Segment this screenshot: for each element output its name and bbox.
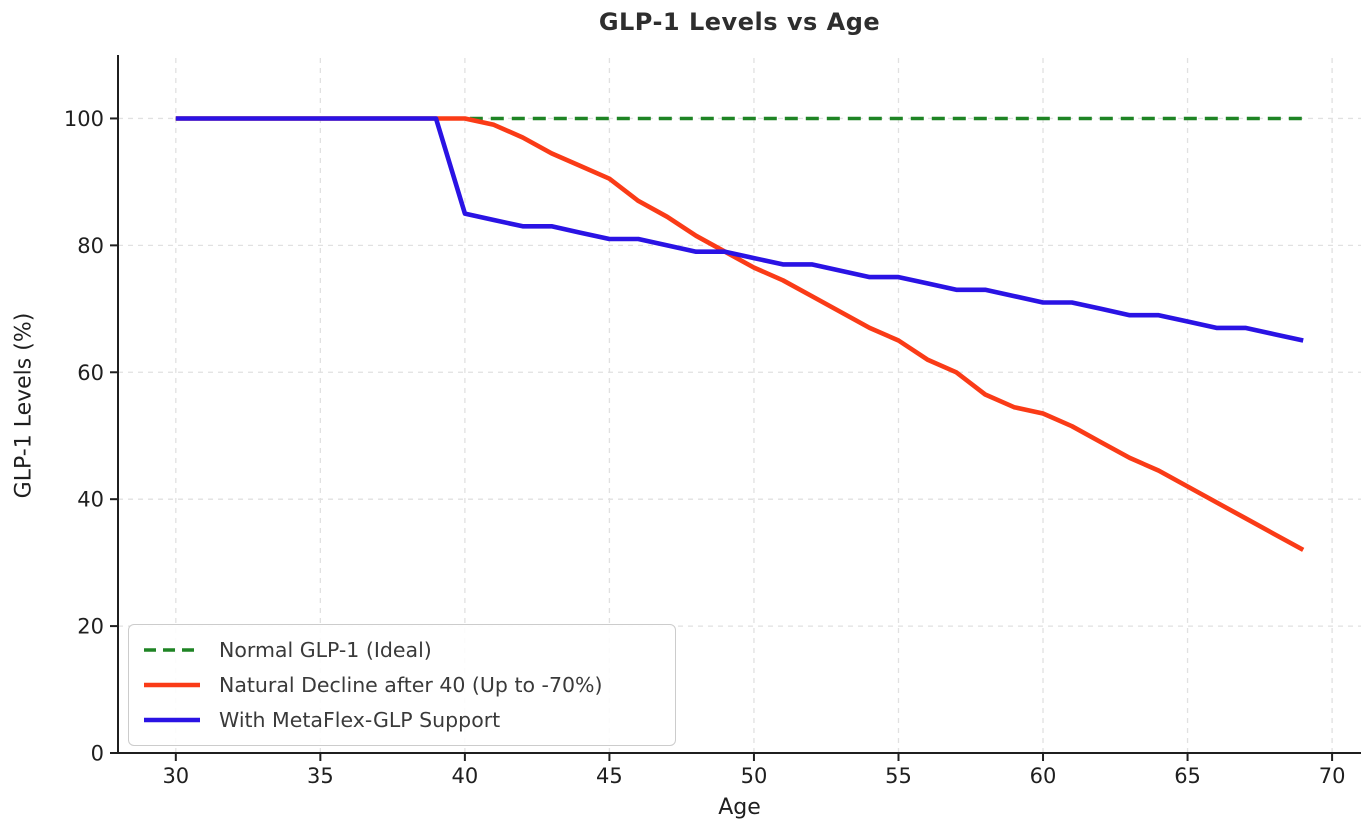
- chart-title: GLP-1 Levels vs Age: [598, 8, 881, 36]
- x-axis-label: Age: [718, 795, 761, 820]
- legend-label-metaflex-support: With MetaFlex-GLP Support: [219, 707, 501, 732]
- x-tick-label: 35: [307, 764, 334, 788]
- legend-item-metaflex-support: With MetaFlex-GLP Support: [143, 703, 661, 737]
- x-tick-label: 40: [452, 764, 479, 788]
- metaflex-support-line-sample-icon: [144, 717, 200, 722]
- natural-decline-line-sample-icon: [144, 682, 200, 688]
- y-tick-label: 20: [77, 615, 104, 639]
- y-tick-label: 60: [77, 361, 104, 385]
- x-tick-label: 55: [885, 764, 912, 788]
- y-tick-label: 80: [77, 234, 104, 258]
- legend: Normal GLP-1 (Ideal) Natural Decline aft…: [128, 624, 676, 746]
- y-tick-label: 100: [64, 107, 104, 131]
- x-tick-label: 60: [1030, 764, 1057, 788]
- series-line-2: [175, 116, 1304, 343]
- legend-label-normal: Normal GLP-1 (Ideal): [219, 638, 432, 663]
- legend-label-natural-decline: Natural Decline after 40 (Up to -70%): [219, 672, 603, 697]
- x-tick-label: 50: [741, 764, 768, 788]
- y-axis-label: GLP-1 Levels (%): [11, 312, 37, 499]
- x-tick-label: 45: [596, 764, 623, 788]
- x-tick-label: 70: [1319, 764, 1346, 788]
- normal-dashed-line-sample-icon: [144, 648, 200, 653]
- x-tick-label: 65: [1174, 764, 1201, 788]
- legend-item-normal: Normal GLP-1 (Ideal): [143, 633, 661, 667]
- y-tick-label: 0: [91, 742, 104, 766]
- y-tick-label: 40: [77, 488, 104, 512]
- x-tick-label: 30: [162, 764, 189, 788]
- series-line-1: [175, 116, 1305, 552]
- legend-item-natural-decline: Natural Decline after 40 (Up to -70%): [143, 668, 661, 702]
